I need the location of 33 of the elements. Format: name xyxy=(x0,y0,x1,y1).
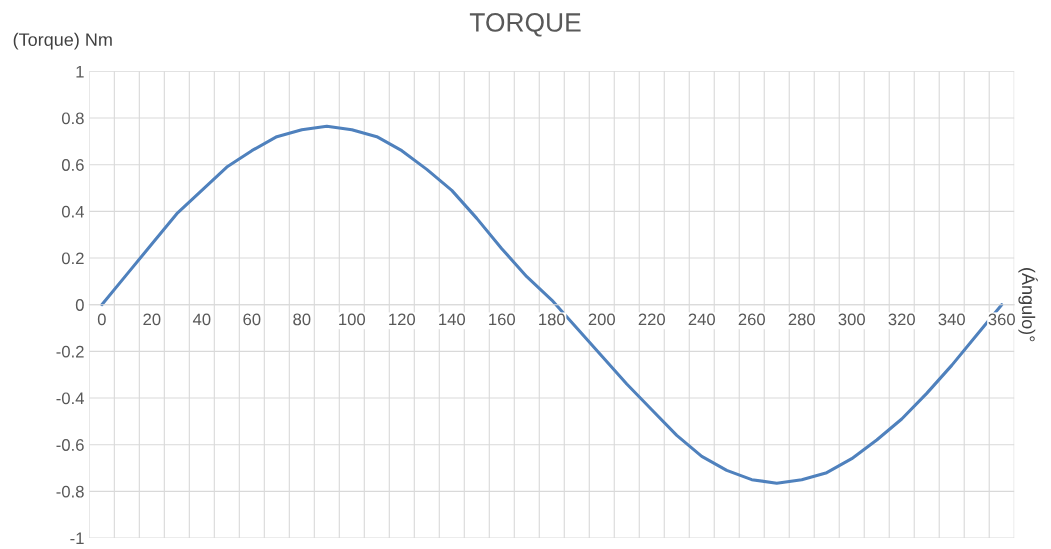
y-tick-label: 0.2 xyxy=(61,252,84,265)
y-tick-label: 1 xyxy=(76,65,84,78)
x-tick-label: 60 xyxy=(243,313,261,326)
y-axis-title: (Torque) Nm xyxy=(13,32,112,50)
x-tick-label: 200 xyxy=(588,313,616,326)
y-tick-label: 0 xyxy=(75,299,84,311)
x-tick-label: 80 xyxy=(293,313,311,326)
y-tick-label: -0.6 xyxy=(56,439,84,451)
x-tick-label: 140 xyxy=(439,313,466,326)
x-tick-label: 180 xyxy=(539,313,566,326)
y-tick-label: 0.8 xyxy=(61,112,84,125)
x-tick-label: 320 xyxy=(888,313,915,326)
x-tick-label: 0 xyxy=(97,313,106,326)
y-tick-label: 0.4 xyxy=(61,205,84,218)
x-tick-label: 240 xyxy=(688,313,716,326)
y-tick-label: -0.4 xyxy=(56,392,84,405)
x-tick-label: 120 xyxy=(389,313,416,326)
y-tick-label: 0.6 xyxy=(61,159,84,171)
x-tick-label: 280 xyxy=(788,313,815,326)
x-tick-label: 360 xyxy=(988,313,1015,326)
y-tick-label: -0.2 xyxy=(56,345,84,358)
x-tick-label: 220 xyxy=(638,313,666,326)
y-tick-label: -0.8 xyxy=(56,485,84,498)
x-tick-label: 340 xyxy=(938,313,965,326)
x-tick-label: 100 xyxy=(339,313,366,326)
x-tick-label: 260 xyxy=(738,313,765,326)
x-tick-label: 300 xyxy=(838,313,865,326)
y-tick-label: -1 xyxy=(70,532,84,545)
x-tick-label: 20 xyxy=(143,313,161,326)
chart-title: TORQUE xyxy=(469,13,581,37)
text: (Ángulo)° xyxy=(1018,268,1038,342)
x-tick-label: 40 xyxy=(192,313,211,326)
x-tick-label: 160 xyxy=(489,313,516,326)
